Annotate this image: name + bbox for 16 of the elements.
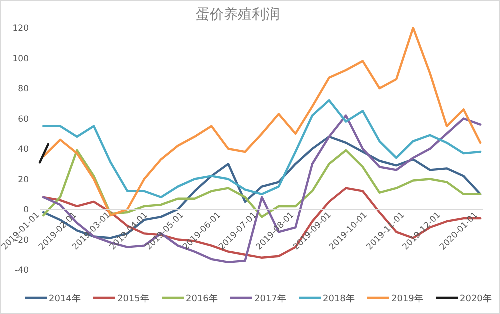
legend-label: 2014年 [49, 294, 81, 304]
y-tick-label: 100 [12, 54, 29, 64]
y-tick-label: 80 [18, 84, 29, 94]
y-tick-label: 60 [18, 114, 29, 125]
y-tick-label: 120 [12, 24, 29, 34]
legend-label: 2017年 [254, 294, 286, 304]
chart-title: 蛋价养殖利润 [196, 7, 280, 23]
y-tick-label: 40 [18, 145, 29, 155]
legend-label: 2018年 [323, 294, 355, 304]
legend-label: 2020年 [460, 294, 492, 304]
legend-label: 2016年 [186, 294, 218, 304]
y-tick-label: 20 [18, 175, 29, 186]
y-tick-label: -40 [15, 266, 29, 276]
legend-label: 2015年 [118, 294, 150, 304]
y-tick-label: 0 [24, 206, 29, 216]
legend-label: 2019年 [392, 294, 424, 304]
